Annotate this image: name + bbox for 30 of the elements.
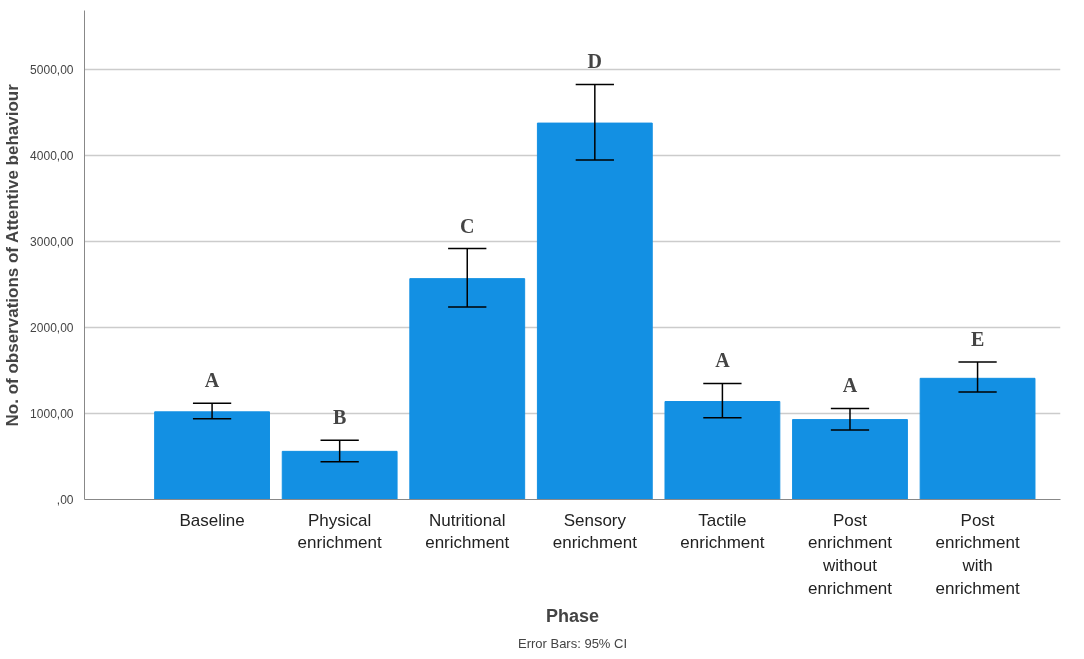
bar [409,278,526,500]
annotation: A [715,349,731,372]
bar [536,122,653,500]
x-tick-label: Sensory enrichment [552,510,638,553]
text: Error Bars: 95% CI [517,635,628,651]
bar [281,450,398,500]
y-tick-label: 1000,00 [30,407,74,422]
bar [919,377,1036,500]
y-tick-label: 3000,00 [30,235,74,250]
y-tick-label: ,00 [56,493,74,507]
x-tick-label: Physical enrichment [297,510,382,553]
bar [154,411,270,500]
x-tick-label: Tactile enrichment [680,510,765,553]
y-tick-label: 2000,00 [30,321,74,336]
x-tick-label: Nutritional enrichment [425,510,510,553]
x-tick-label: Post enrichment without enrichment [807,510,893,598]
x-tick-label: Post enrichment with enrichment [935,510,1020,598]
annotation: A [204,369,220,392]
x-tick-label: Baseline [179,510,245,530]
y-axis-title: No. of observations of Attentive behaviour [3,83,23,427]
annotation: E [970,328,985,350]
x-axis-title: Phase [545,605,600,626]
y-tick-label: 4000,00 [30,149,74,164]
bar [792,419,908,500]
annotation: B [332,406,347,429]
bar [664,401,781,500]
annotation: D [587,50,603,73]
annotation: C [460,214,475,237]
y-tick-label: 5000,00 [30,63,74,78]
annotation: A [842,374,858,397]
